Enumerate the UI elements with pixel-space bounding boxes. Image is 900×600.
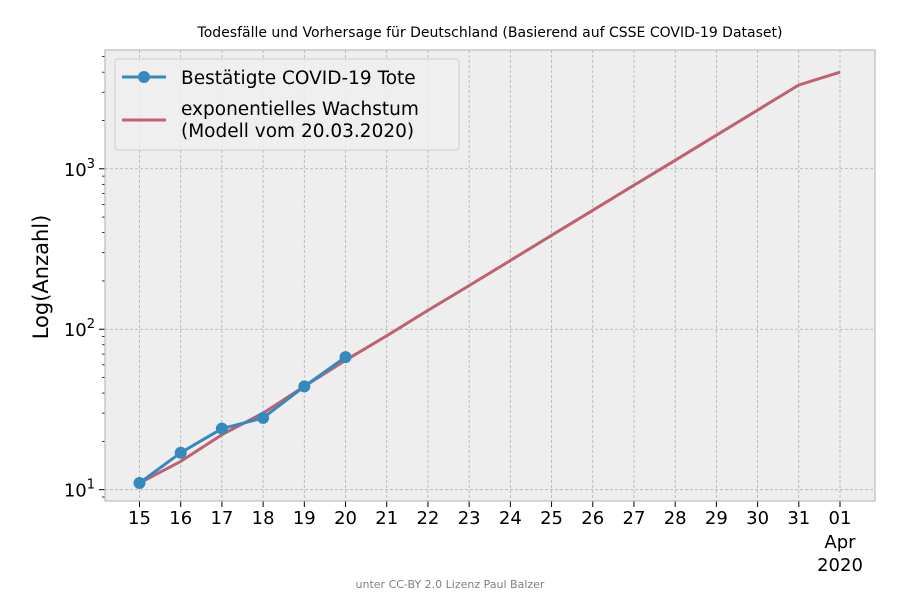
- plot-frame: [104, 49, 876, 502]
- x-tick-label: 30: [746, 508, 769, 529]
- series-line-1: [138, 70, 841, 485]
- data-point: [257, 411, 270, 424]
- x-tick-label: 15: [128, 508, 151, 529]
- x-tick-label: 17: [210, 508, 233, 529]
- x-tick-label: 29: [705, 508, 728, 529]
- x-tick-label: 16: [169, 508, 192, 529]
- x-tick-label: 01: [829, 508, 852, 529]
- x-tick-label: 22: [416, 508, 439, 529]
- x-tick-label: 24: [499, 508, 522, 529]
- x-tick-label: 23: [458, 508, 481, 529]
- x-tick-label: 26: [581, 508, 604, 529]
- y-axis: 101 102 103: [64, 157, 105, 502]
- x-tick-label: 27: [623, 508, 646, 529]
- x-tick-label: 25: [540, 508, 563, 529]
- legend-box: [114, 58, 460, 151]
- data-point: [133, 477, 146, 490]
- x-tick-label: 19: [293, 508, 316, 529]
- series-line-0: [138, 355, 347, 485]
- x-tick-year: 2020: [817, 555, 863, 576]
- y-tick-label: 103: [64, 157, 95, 181]
- footer-credit: unter CC-BY 2.0 Lizenz Paul Balzer: [356, 578, 545, 591]
- series-group: [133, 70, 841, 490]
- x-tick-label: 20: [334, 508, 357, 529]
- legend-swatch-marker-0: [138, 71, 150, 83]
- x-tick-label: 21: [375, 508, 398, 529]
- x-tick-label: 31: [787, 508, 810, 529]
- data-point: [339, 351, 352, 364]
- x-tick-label: 18: [252, 508, 275, 529]
- chart-title: Todesfälle und Vorhersage für Deutschlan…: [197, 25, 783, 41]
- y-axis-label: Log(Anzahl): [29, 215, 53, 340]
- y-tick-label: 101: [64, 478, 95, 502]
- legend-label-1: exponentielles Wachstum (Modell vom 20.03…: [181, 99, 419, 142]
- legend: Bestätigte COVID-19 Tote exponentielles W…: [114, 58, 460, 151]
- x-tick-label: 28: [664, 508, 687, 529]
- data-point: [215, 422, 228, 435]
- x-tick-month: Apr: [824, 532, 856, 553]
- data-point: [174, 446, 187, 459]
- legend-label-0: Bestätigte COVID-19 Tote: [181, 68, 416, 89]
- x-axis: 15 16 17 18 19 20 21 22 23 24 25 26 27 28 29 30 31 01 Apr2…: [128, 501, 863, 576]
- y-tick-label: 102: [64, 317, 95, 341]
- data-point: [298, 380, 311, 393]
